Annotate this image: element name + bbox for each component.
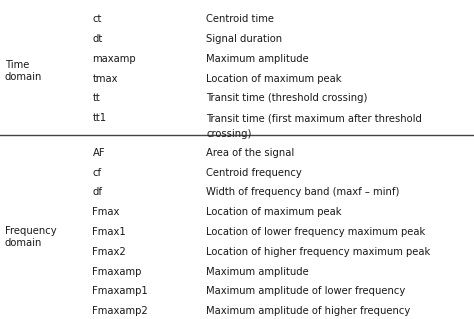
Text: Transit time (first maximum after threshold: Transit time (first maximum after thresh… (206, 113, 422, 123)
Text: Fmax1: Fmax1 (92, 227, 126, 237)
Text: maxamp: maxamp (92, 54, 136, 64)
Text: tt: tt (92, 93, 100, 103)
Text: Location of higher frequency maximum peak: Location of higher frequency maximum pea… (206, 247, 430, 257)
Text: Transit time (threshold crossing): Transit time (threshold crossing) (206, 93, 367, 103)
Text: Fmaxamp2: Fmaxamp2 (92, 306, 148, 316)
Text: Width of frequency band (maxf – minf): Width of frequency band (maxf – minf) (206, 188, 400, 197)
Text: Fmaxamp1: Fmaxamp1 (92, 286, 148, 296)
Text: Maximum amplitude: Maximum amplitude (206, 54, 309, 64)
Text: cf: cf (92, 168, 101, 178)
Text: Area of the signal: Area of the signal (206, 148, 294, 158)
Text: Fmax2: Fmax2 (92, 247, 126, 257)
Text: Maximum amplitude: Maximum amplitude (206, 267, 309, 277)
Text: Location of maximum peak: Location of maximum peak (206, 74, 342, 84)
Text: Frequency
domain: Frequency domain (5, 226, 56, 248)
Text: Location of lower frequency maximum peak: Location of lower frequency maximum peak (206, 227, 426, 237)
Text: df: df (92, 188, 102, 197)
Text: crossing): crossing) (206, 130, 252, 139)
Text: tt1: tt1 (92, 113, 107, 123)
Text: AF: AF (92, 148, 105, 158)
Text: Signal duration: Signal duration (206, 34, 283, 44)
Text: Centroid frequency: Centroid frequency (206, 168, 302, 178)
Text: Maximum amplitude of higher frequency: Maximum amplitude of higher frequency (206, 306, 410, 316)
Text: Centroid time: Centroid time (206, 14, 274, 24)
Text: dt: dt (92, 34, 103, 44)
Text: ct: ct (92, 14, 102, 24)
Text: tmax: tmax (92, 74, 118, 84)
Text: Time
domain: Time domain (5, 60, 42, 82)
Text: Location of maximum peak: Location of maximum peak (206, 207, 342, 217)
Text: Maximum amplitude of lower frequency: Maximum amplitude of lower frequency (206, 286, 405, 296)
Text: Fmax: Fmax (92, 207, 120, 217)
Text: Fmaxamp: Fmaxamp (92, 267, 142, 277)
